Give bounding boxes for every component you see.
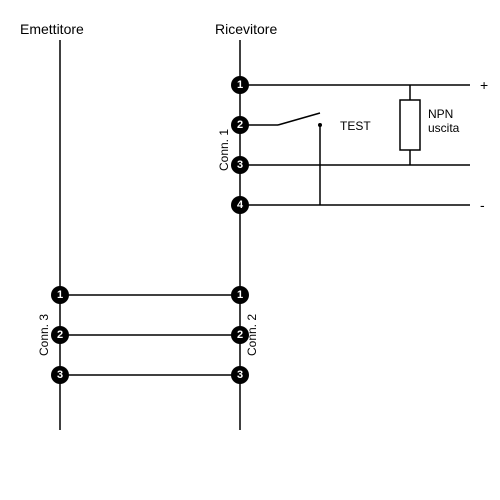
conn2-label: Conn. 2 <box>245 314 259 356</box>
npn-label-2: uscita <box>428 121 460 135</box>
conn1-pin-3-num: 3 <box>237 159 243 171</box>
wiring-diagram: Emettitore Ricevitore + - NPNuscita TEST 1 2 3 4 C… <box>0 0 500 500</box>
conn1-pin-2-num: 2 <box>237 119 243 131</box>
npn-label-1: NPN <box>428 107 453 121</box>
conn3-pin-3-num: 3 <box>57 369 63 381</box>
test-label: TEST <box>340 119 371 133</box>
conn2-pin-1-num: 1 <box>237 289 243 301</box>
npn-output-box <box>400 100 420 150</box>
conn1-pin-4-num: 4 <box>237 199 244 211</box>
conn3-pin-1-num: 1 <box>57 289 63 301</box>
conn2-pin-3-num: 3 <box>237 369 243 381</box>
emitter-title: Emettitore <box>20 21 84 37</box>
conn1-pin-1-num: 1 <box>237 79 243 91</box>
conn1-label: Conn. 1 <box>217 129 231 171</box>
conn3-label: Conn. 3 <box>37 314 51 356</box>
conn2-pin-2-num: 2 <box>237 329 243 341</box>
test-switch-arm <box>278 113 320 125</box>
minus-symbol: - <box>480 197 485 213</box>
plus-symbol: + <box>480 77 488 93</box>
receiver-title: Ricevitore <box>215 21 277 37</box>
conn3-pin-2-num: 2 <box>57 329 63 341</box>
